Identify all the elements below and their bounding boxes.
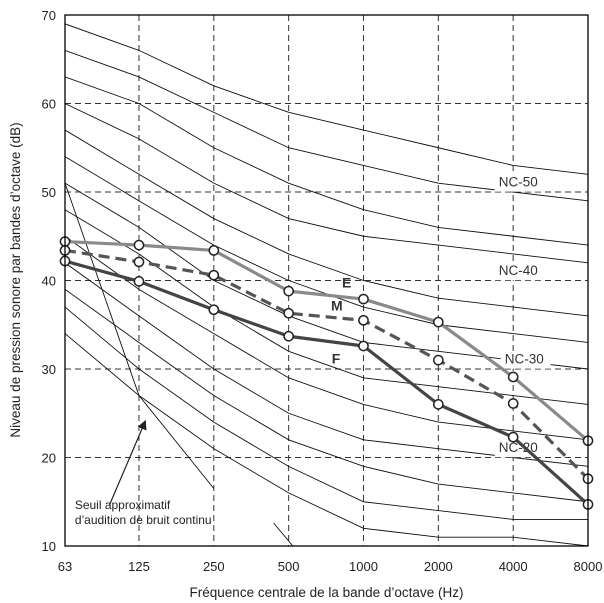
y-tick-label: 60: [42, 97, 56, 112]
y-tick-label: 70: [42, 8, 56, 23]
data-point-e: [283, 285, 295, 297]
series-line-f: [64, 259, 590, 506]
data-point-e: [133, 239, 145, 251]
data-point-m: [133, 256, 145, 268]
series-labels: EM F: [331, 275, 351, 367]
nc-curves: [65, 23, 588, 546]
series-label: E: [342, 275, 351, 291]
nc-label: NC-40: [499, 263, 538, 278]
nc-curve: [65, 306, 588, 520]
data-point-e: [208, 245, 220, 256]
data-point-m: [432, 354, 444, 366]
y-tick-labels: 10 20 30 40 50 60 70: [42, 8, 56, 554]
x-tick-label: 250: [203, 559, 225, 574]
data-point-f: [507, 431, 519, 443]
nc-label: NC-30: [505, 352, 544, 367]
y-tick-label: 40: [42, 274, 56, 289]
x-tick-label: 4000: [499, 559, 528, 574]
y-tick-label: 30: [42, 362, 56, 377]
data-point-e: [507, 371, 519, 383]
x-tick-label: 2000: [424, 559, 453, 574]
nc-label-bg: [500, 351, 551, 369]
data-point-m: [208, 269, 220, 281]
data-point-f: [432, 399, 444, 410]
nc-label-bg: [494, 174, 545, 192]
x-tick-label: 8000: [574, 559, 603, 574]
data-point-e: [432, 316, 444, 328]
threshold-tail: [273, 522, 294, 546]
nc-curve: [65, 182, 588, 370]
x-tick-label: 500: [278, 559, 300, 574]
x-tick-label: 1000: [349, 559, 378, 574]
arrow: [108, 419, 147, 506]
x-axis-title: Fréquence centrale de la bande d’octave …: [190, 585, 464, 600]
data-point-f: [358, 340, 369, 352]
x-tick-label: 63: [58, 559, 72, 574]
nc-curve: [65, 103, 588, 264]
series-line-m: [64, 248, 590, 480]
data-point-f: [208, 304, 220, 316]
series-label: M: [331, 298, 343, 314]
series-label: F: [332, 351, 341, 367]
nc-label-bg: [494, 263, 545, 281]
data-point-m: [507, 398, 519, 409]
y-tick-label: 10: [42, 539, 56, 554]
nc-curve: [65, 76, 588, 246]
y-tick-label: 50: [42, 185, 56, 200]
y-tick-label: 20: [42, 451, 56, 466]
threshold-note: d’audition de bruit continu: [75, 513, 212, 527]
data-point-e: [358, 293, 369, 305]
y-axis-title: Niveau de pression sonore par bandes d’o…: [8, 122, 23, 437]
series-line-e: [64, 239, 590, 442]
plot-frame: [64, 14, 589, 547]
nc-curve: [65, 129, 588, 317]
data-point-m: [283, 307, 295, 319]
threshold-note: Seuil approximatif: [75, 498, 171, 512]
nc-label: NC-50: [499, 175, 538, 190]
nc-curve: [65, 23, 588, 175]
data-point-f: [283, 330, 295, 342]
nc-curve: [65, 333, 588, 546]
series-group: [59, 236, 594, 510]
nc-curve: [65, 288, 588, 503]
threshold-curve: [65, 183, 294, 546]
nc-curve: [65, 235, 588, 441]
data-point-m: [358, 314, 369, 326]
x-tick-label: 125: [128, 559, 150, 574]
x-tick-labels: 63 125 250 500 1000 2000 4000 8000: [58, 559, 603, 574]
data-point-f: [133, 276, 145, 287]
